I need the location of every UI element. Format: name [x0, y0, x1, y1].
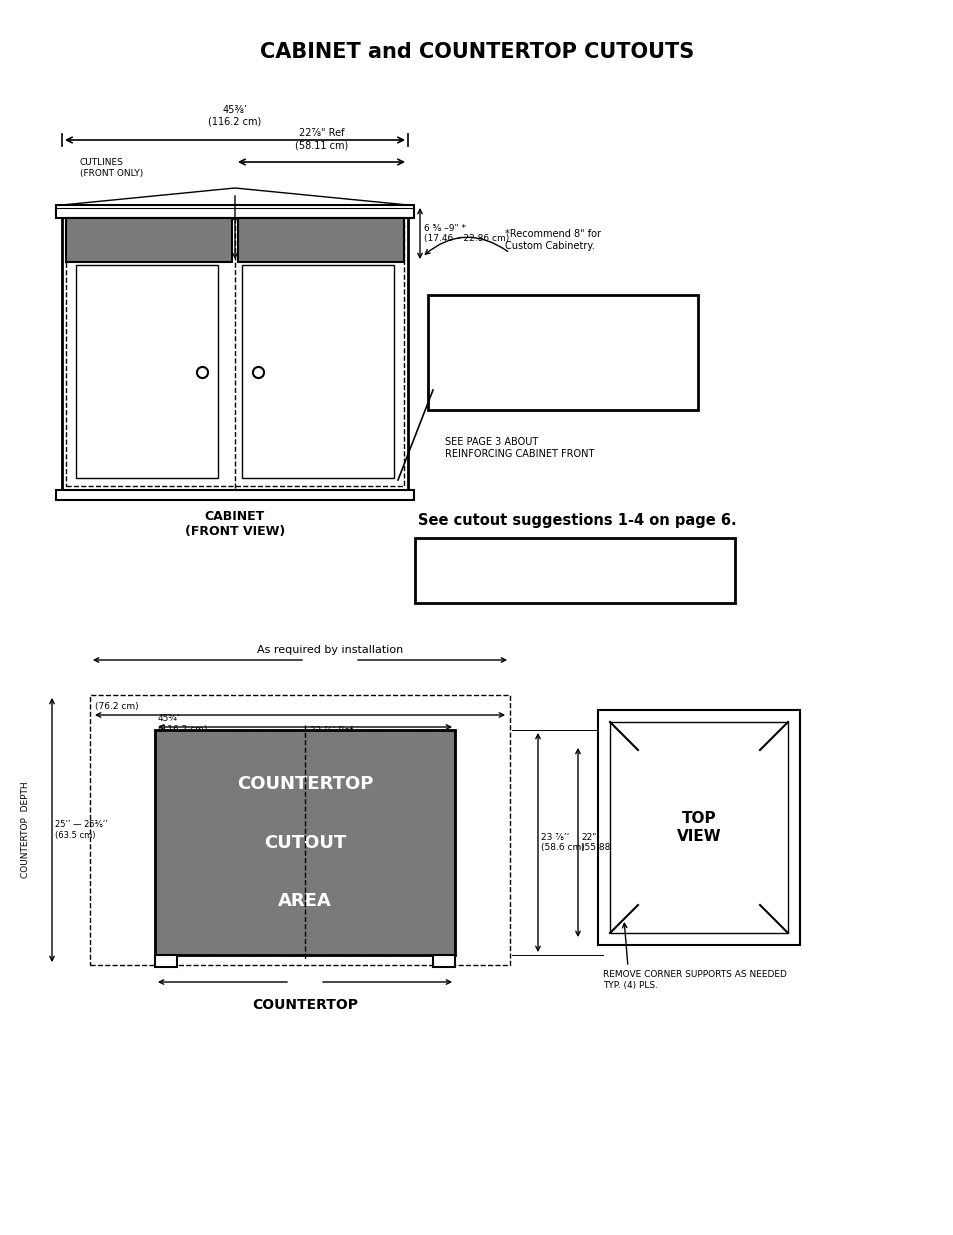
Text: 23 ⅞’’
(58.6 cm): 23 ⅞’’ (58.6 cm) [540, 832, 584, 852]
Text: CABINET and COUNTERTOP CUTOUTS: CABINET and COUNTERTOP CUTOUTS [259, 42, 694, 62]
Text: 22 ⅞’ Ref
(58.11 cm): 22 ⅞’ Ref (58.11 cm) [310, 726, 359, 746]
Bar [66, 219, 403, 487]
Text: 6 ⅝ –9" *
(17.46 – 22.86 cm): 6 ⅝ –9" * (17.46 – 22.86 cm) [423, 224, 509, 243]
Text: 45⅜’
(116.2 cm): 45⅜’ (116.2 cm) [208, 105, 261, 127]
Bar [56, 205, 414, 219]
Text: 45¾’
(116.2 cm): 45¾’ (116.2 cm) [158, 714, 207, 734]
Bar [56, 490, 414, 500]
Text: CUTLINES
(FRONT ONLY): CUTLINES (FRONT ONLY) [80, 158, 143, 178]
Bar [428, 295, 698, 410]
Bar [415, 538, 734, 603]
Bar [62, 215, 408, 490]
Text: REMOVE CORNER SUPPORTS AS NEEDED
TYP. (4) PLS.: REMOVE CORNER SUPPORTS AS NEEDED TYP. (4… [602, 971, 786, 989]
Bar [154, 730, 455, 955]
Bar [154, 955, 177, 967]
Bar [609, 722, 787, 932]
Text: See cutout suggestions 1-4 on page 6.: See cutout suggestions 1-4 on page 6. [417, 513, 736, 527]
Text: COUNTERTOP  DEPTH: COUNTERTOP DEPTH [20, 782, 30, 878]
Text: TOP
VIEW: TOP VIEW [676, 811, 720, 844]
Text: COUNTERTOP

CUTOUT

AREA: COUNTERTOP CUTOUT AREA [236, 776, 373, 910]
Text: *Recommend 8" for
Custom Cabinetry.: *Recommend 8" for Custom Cabinetry. [504, 230, 600, 251]
Text: CABINET
(FRONT VIEW): CABINET (FRONT VIEW) [185, 510, 285, 538]
Text: NOTE:  LOWER CONTROL
         PANEL IS REQUIRED
         IF THIS DIMENSION
     : NOTE: LOWER CONTROL PANEL IS REQUIRED IF… [437, 329, 645, 387]
Bar [90, 695, 510, 965]
Bar [66, 219, 232, 262]
Text: SEE PAGE 3 ABOUT
REINFORCING CABINET FRONT: SEE PAGE 3 ABOUT REINFORCING CABINET FRO… [444, 437, 594, 458]
Text: As required by installation: As required by installation [256, 645, 403, 655]
Text: 22⅞" Ref
(58.11 cm): 22⅞" Ref (58.11 cm) [294, 128, 348, 149]
Text: 22"
(55.88 cm): 22" (55.88 cm) [580, 832, 630, 852]
Bar [433, 955, 455, 967]
Bar [76, 266, 218, 478]
Text: EXISTING
OPENING: EXISTING OPENING [290, 226, 352, 254]
Bar [237, 219, 403, 262]
Text: COUNTERTOP: COUNTERTOP [252, 998, 357, 1011]
Bar [242, 266, 394, 478]
Text: NOTE:  Tolerances for Cutout
           Dimensions are ± 1/16 in (.16 cm): NOTE: Tolerances for Cutout Dimensions a… [424, 557, 711, 584]
Text: 25’’ — 25⅜’’
(63.5 cm): 25’’ — 25⅜’’ (63.5 cm) [55, 820, 108, 840]
Text: (76.2 cm): (76.2 cm) [95, 701, 138, 710]
Bar [154, 730, 455, 955]
Text: EXISTING
OPENING: EXISTING OPENING [118, 226, 180, 254]
Bar [598, 710, 800, 945]
